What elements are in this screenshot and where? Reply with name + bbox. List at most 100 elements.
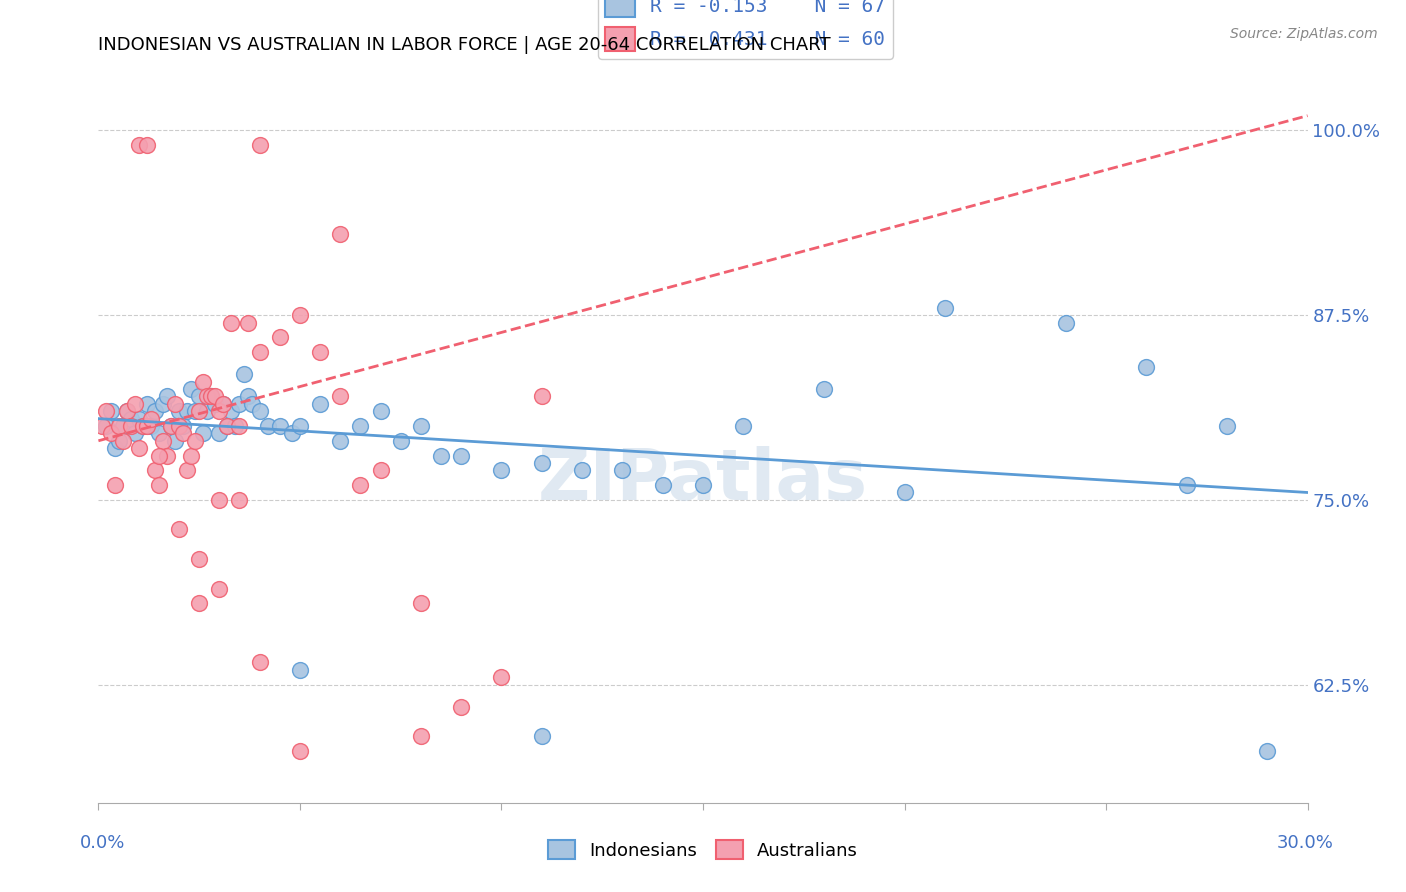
Point: [651, 478, 673, 492]
Point: [389, 434, 412, 448]
Point: [143, 404, 166, 418]
Point: [1054, 316, 1077, 330]
Point: [1256, 744, 1278, 758]
Point: [120, 411, 142, 425]
Point: [180, 449, 202, 463]
Point: [256, 419, 278, 434]
Point: [163, 434, 186, 448]
Point: [934, 301, 956, 315]
Point: [115, 404, 138, 418]
Point: [188, 596, 211, 610]
Point: [217, 419, 239, 434]
Point: [450, 699, 472, 714]
Point: [269, 330, 291, 344]
Point: [409, 419, 432, 434]
Point: [135, 419, 157, 434]
Point: [249, 656, 271, 670]
Point: [309, 345, 332, 359]
Point: [167, 404, 190, 418]
Point: [450, 449, 472, 463]
Point: [530, 456, 553, 470]
Point: [281, 426, 304, 441]
Point: [221, 404, 243, 418]
Text: ZIPatlas: ZIPatlas: [538, 447, 868, 516]
Point: [180, 382, 202, 396]
Point: [148, 449, 170, 463]
Point: [430, 449, 453, 463]
Point: [224, 419, 246, 434]
Point: [188, 404, 211, 418]
Point: [491, 670, 513, 684]
Point: [212, 397, 235, 411]
Point: [172, 419, 194, 434]
Point: [135, 138, 157, 153]
Point: [228, 397, 250, 411]
Point: [143, 463, 166, 477]
Point: [1216, 419, 1239, 434]
Point: [612, 463, 634, 477]
Point: [200, 389, 222, 403]
Point: [195, 404, 218, 418]
Point: [100, 404, 122, 418]
Point: [115, 404, 138, 418]
Text: INDONESIAN VS AUSTRALIAN IN LABOR FORCE | AGE 20-64 CORRELATION CHART: INDONESIAN VS AUSTRALIAN IN LABOR FORCE …: [98, 36, 831, 54]
Point: [135, 397, 157, 411]
Point: [128, 138, 150, 153]
Point: [232, 368, 254, 382]
Point: [176, 404, 198, 418]
Point: [124, 426, 146, 441]
Point: [228, 492, 250, 507]
Point: [167, 419, 190, 434]
Point: [349, 419, 371, 434]
Point: [204, 397, 226, 411]
Point: [1135, 359, 1157, 374]
Point: [128, 441, 150, 455]
Point: [249, 404, 271, 418]
Point: [193, 426, 215, 441]
Point: [221, 316, 243, 330]
Point: [571, 463, 593, 477]
Point: [309, 397, 332, 411]
Point: [893, 485, 915, 500]
Point: [152, 397, 174, 411]
Point: [100, 426, 122, 441]
Point: [288, 744, 311, 758]
Point: [269, 419, 291, 434]
Point: [103, 478, 125, 492]
Text: 0.0%: 0.0%: [80, 834, 125, 852]
Point: [288, 419, 311, 434]
Point: [208, 426, 231, 441]
Point: [124, 397, 146, 411]
Point: [111, 419, 134, 434]
Point: [409, 596, 432, 610]
Point: [491, 463, 513, 477]
Legend: Indonesians, Australians: Indonesians, Australians: [541, 832, 865, 867]
Point: [204, 389, 226, 403]
Point: [160, 419, 183, 434]
Point: [195, 389, 218, 403]
Point: [200, 389, 222, 403]
Point: [128, 411, 150, 425]
Point: [208, 492, 231, 507]
Point: [193, 375, 215, 389]
Point: [228, 419, 250, 434]
Point: [188, 552, 211, 566]
Point: [692, 478, 714, 492]
Point: [91, 419, 114, 434]
Point: [208, 582, 231, 596]
Point: [329, 389, 352, 403]
Point: [103, 441, 125, 455]
Point: [240, 397, 263, 411]
Point: [813, 382, 835, 396]
Point: [370, 404, 392, 418]
Point: [349, 478, 371, 492]
Point: [236, 389, 259, 403]
Point: [111, 434, 134, 448]
Point: [139, 419, 162, 434]
Point: [132, 419, 155, 434]
Point: [148, 426, 170, 441]
Point: [288, 308, 311, 322]
Point: [530, 389, 553, 403]
Point: [148, 478, 170, 492]
Point: [120, 419, 142, 434]
